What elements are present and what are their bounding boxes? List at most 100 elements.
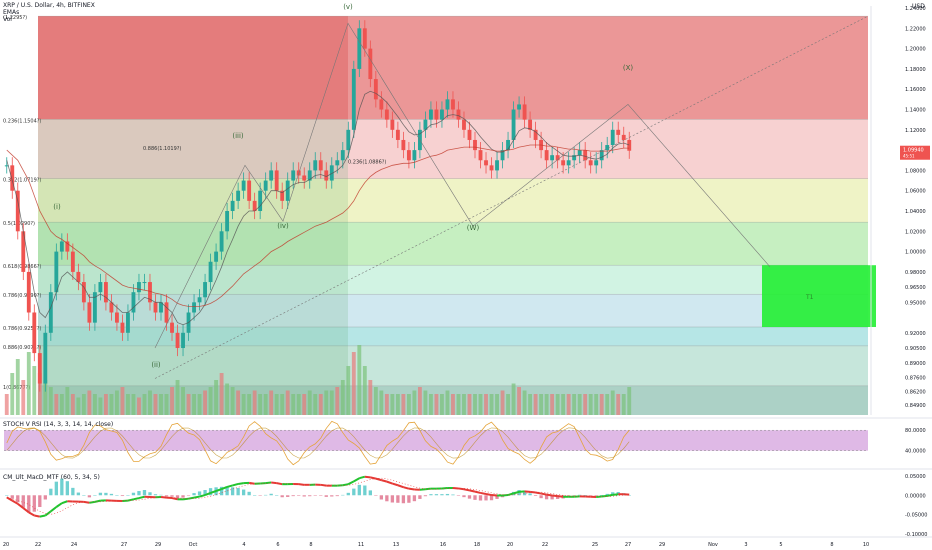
candle-body bbox=[214, 251, 219, 262]
time-tick-label: Nov bbox=[708, 542, 718, 548]
macd-line-segment bbox=[271, 481, 277, 485]
macd-histogram-bar bbox=[148, 492, 152, 496]
macd-line-segment bbox=[474, 490, 481, 494]
macd-histogram-bar bbox=[16, 495, 20, 503]
candle-body bbox=[511, 109, 516, 140]
volume-bar bbox=[489, 394, 494, 415]
candle-body bbox=[65, 241, 70, 252]
macd-line-segment bbox=[28, 511, 35, 517]
candle-body bbox=[109, 302, 114, 313]
volume-bar bbox=[258, 394, 263, 415]
candle-body bbox=[412, 150, 417, 161]
candle-body bbox=[340, 150, 345, 161]
volume-bar bbox=[362, 366, 367, 415]
macd-line-segment bbox=[22, 507, 30, 514]
macd-histogram-bar bbox=[104, 492, 108, 496]
volume-bar bbox=[159, 394, 163, 415]
target-box bbox=[762, 265, 876, 328]
price-tick-label: 1.12000 bbox=[905, 128, 926, 134]
price-tick-label: 1.00000 bbox=[905, 250, 926, 256]
stoch-title[interactable]: STOCH V RSI (14, 3, 3, 14, 14, close) bbox=[3, 421, 114, 428]
volume-bar bbox=[627, 387, 632, 415]
price-axis[interactable]: 1.24000 1.22000 1.20000 1.18000 1.16000 1.140… bbox=[870, 6, 930, 415]
macd-line-segment bbox=[61, 500, 68, 505]
candle-body bbox=[390, 119, 395, 130]
macd-tick-label: 0.05000 bbox=[905, 474, 926, 480]
volume-bar bbox=[440, 394, 444, 415]
volume-bar bbox=[192, 394, 196, 415]
macd-histogram-bar bbox=[423, 495, 428, 497]
macd-histogram-bar bbox=[302, 495, 306, 497]
candle-body bbox=[566, 160, 571, 166]
volume-bar bbox=[37, 373, 42, 415]
candle-body bbox=[43, 332, 48, 384]
time-tick-label: 27 bbox=[625, 542, 631, 548]
candle-body bbox=[225, 211, 230, 232]
volume-bar bbox=[500, 390, 505, 415]
time-tick-label: 6 bbox=[276, 542, 279, 548]
macd-line-segment bbox=[50, 506, 57, 513]
macd-line-segment bbox=[193, 495, 200, 499]
candle-body bbox=[362, 28, 367, 49]
ema-indicator-label[interactable]: EMAs bbox=[3, 9, 20, 16]
volume-bar bbox=[203, 390, 207, 415]
candle-body bbox=[423, 119, 428, 130]
price-pane[interactable]: (1.2295?)0.236(1.1504?)0.382(1.0719?)0.5… bbox=[3, 3, 876, 415]
macd-line-segment bbox=[342, 483, 349, 487]
macd-histogram-bar bbox=[308, 495, 312, 497]
volume-bar bbox=[373, 387, 378, 415]
macd-histogram-bar bbox=[186, 495, 191, 496]
macd-histogram-bar bbox=[142, 490, 147, 496]
macd-histogram-bar bbox=[164, 495, 169, 497]
candle-body bbox=[148, 282, 152, 303]
macd-pane[interactable]: 0.05000 0.00000 -0.05000 -0.10000 bbox=[0, 468, 932, 538]
candle-body bbox=[115, 312, 119, 323]
time-tick-label: 10 bbox=[863, 542, 869, 548]
volume-bar bbox=[21, 380, 26, 415]
macd-histogram-bar bbox=[197, 491, 202, 496]
stoch-rsi-pane[interactable]: 80.0000 40.0000 bbox=[0, 417, 932, 466]
macd-histogram-bar bbox=[572, 495, 576, 497]
macd-histogram-bar bbox=[203, 490, 207, 496]
macd-line-segment bbox=[546, 493, 553, 497]
volume-bar bbox=[368, 380, 373, 415]
candle-body bbox=[258, 190, 263, 212]
macd-line-segment bbox=[133, 497, 140, 501]
candle-body bbox=[70, 251, 75, 272]
fib-label: 0.886(0.9071?) bbox=[3, 345, 41, 351]
macd-line-segment bbox=[364, 475, 371, 479]
volume-bar bbox=[478, 394, 483, 415]
last-price-countdown: 45:51 bbox=[903, 154, 915, 159]
candle-body bbox=[373, 79, 378, 100]
macd-line-segment bbox=[160, 495, 167, 499]
candle-body bbox=[269, 170, 274, 181]
volume-bar bbox=[313, 394, 318, 415]
macd-histogram-bar bbox=[280, 495, 284, 498]
volume-bar bbox=[533, 394, 538, 415]
macd-histogram-bar bbox=[500, 495, 505, 498]
candle-body bbox=[462, 119, 466, 130]
time-tick-label: 29 bbox=[155, 542, 161, 548]
fib-zone bbox=[38, 265, 868, 295]
macd-line-segment bbox=[386, 480, 393, 485]
macd-histogram-bar bbox=[627, 494, 631, 496]
price-tick-label: 1.14000 bbox=[905, 108, 926, 114]
time-axis[interactable]: 20 22 24 27 29 Oct 4 6 8 11 13 16 18 20 22 25 27 29 Nov 3 5 8… bbox=[0, 536, 932, 548]
time-tick-label: 25 bbox=[592, 542, 598, 548]
volume-bar bbox=[417, 387, 422, 415]
volume-bar bbox=[379, 390, 384, 415]
volume-bar bbox=[561, 394, 566, 415]
macd-title[interactable]: CM_Ult_MacD_MTF (60, 5, 34, 5) bbox=[3, 474, 100, 481]
macd-tick-label: 0.00000 bbox=[905, 493, 926, 499]
volume-indicator-label[interactable]: Vol bbox=[3, 16, 12, 23]
macd-histogram-bar bbox=[434, 494, 439, 496]
fib-label: 0.236(1.1504?) bbox=[3, 118, 41, 124]
candle-body bbox=[489, 165, 494, 171]
macd-line-segment bbox=[55, 502, 63, 508]
volume-bar bbox=[214, 380, 219, 415]
macd-histogram-bar bbox=[550, 495, 554, 500]
volume-bar bbox=[351, 352, 356, 415]
stoch-band bbox=[4, 430, 868, 451]
volume-bar bbox=[445, 390, 450, 415]
